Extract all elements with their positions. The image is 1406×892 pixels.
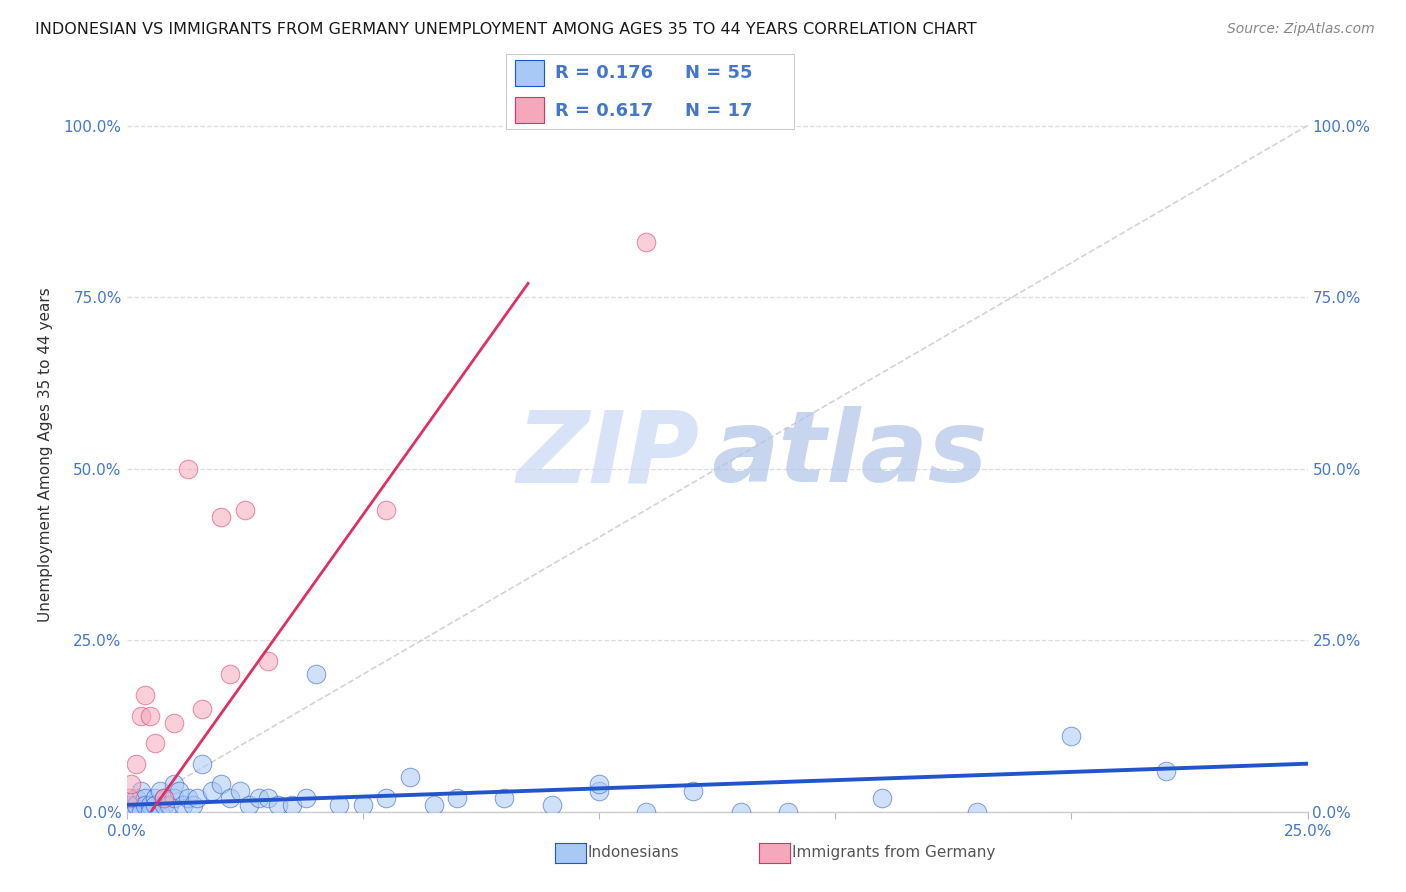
Point xyxy=(267,797,290,812)
Point xyxy=(636,805,658,819)
Point xyxy=(776,805,799,819)
Point xyxy=(120,777,142,791)
Point xyxy=(177,461,200,475)
Point xyxy=(177,791,200,805)
Point xyxy=(219,667,242,681)
Point xyxy=(153,791,176,805)
Point xyxy=(149,784,172,798)
Point xyxy=(120,805,142,819)
Point xyxy=(118,805,141,819)
Point xyxy=(966,805,988,819)
Point xyxy=(134,797,156,812)
Point xyxy=(1060,729,1083,743)
Point xyxy=(181,797,204,812)
Point xyxy=(129,708,152,723)
Point xyxy=(328,797,350,812)
Point xyxy=(139,708,162,723)
Point xyxy=(200,784,222,798)
Point xyxy=(540,797,562,812)
Text: R = 0.176: R = 0.176 xyxy=(555,64,654,82)
FancyBboxPatch shape xyxy=(515,60,544,87)
Point xyxy=(125,756,148,771)
Point xyxy=(139,797,162,812)
Y-axis label: Unemployment Among Ages 35 to 44 years: Unemployment Among Ages 35 to 44 years xyxy=(38,287,52,623)
Point xyxy=(636,235,658,250)
Point xyxy=(1154,764,1177,778)
Text: N = 17: N = 17 xyxy=(685,102,752,120)
Point xyxy=(153,797,176,812)
Point xyxy=(422,797,444,812)
Point xyxy=(134,688,156,702)
Point xyxy=(149,805,172,819)
Point xyxy=(588,784,610,798)
Point xyxy=(157,797,180,812)
Point xyxy=(588,777,610,791)
Text: INDONESIAN VS IMMIGRANTS FROM GERMANY UNEMPLOYMENT AMONG AGES 35 TO 44 YEARS COR: INDONESIAN VS IMMIGRANTS FROM GERMANY UN… xyxy=(35,22,977,37)
Point xyxy=(399,771,422,785)
Text: Immigrants from Germany: Immigrants from Germany xyxy=(792,846,995,860)
Point xyxy=(295,791,318,805)
Text: R = 0.617: R = 0.617 xyxy=(555,102,654,120)
Text: Indonesians: Indonesians xyxy=(588,846,679,860)
Point xyxy=(129,805,152,819)
Point xyxy=(153,791,176,805)
Point xyxy=(125,797,148,812)
Point xyxy=(219,791,242,805)
Text: Source: ZipAtlas.com: Source: ZipAtlas.com xyxy=(1227,22,1375,37)
Point xyxy=(143,736,166,750)
Point xyxy=(139,805,162,819)
Point xyxy=(257,654,280,668)
Point xyxy=(872,791,894,805)
Point xyxy=(209,777,232,791)
Point xyxy=(143,797,166,812)
Point xyxy=(229,784,252,798)
Point xyxy=(186,791,208,805)
Point xyxy=(304,667,326,681)
Point xyxy=(494,791,516,805)
Point xyxy=(682,784,704,798)
Text: N = 55: N = 55 xyxy=(685,64,752,82)
Point xyxy=(281,797,304,812)
Point xyxy=(163,777,186,791)
Point xyxy=(375,503,398,517)
Point xyxy=(257,791,280,805)
Point xyxy=(233,503,256,517)
Point xyxy=(163,791,186,805)
Point xyxy=(247,791,270,805)
Point xyxy=(167,784,190,798)
FancyBboxPatch shape xyxy=(515,96,544,123)
Point xyxy=(172,797,194,812)
Point xyxy=(129,784,152,798)
Point xyxy=(375,791,398,805)
Point xyxy=(134,791,156,805)
Point xyxy=(191,756,214,771)
Point xyxy=(143,791,166,805)
Point xyxy=(209,509,232,524)
Point xyxy=(446,791,468,805)
Point xyxy=(163,715,186,730)
Point xyxy=(120,797,142,812)
Point xyxy=(730,805,752,819)
Point xyxy=(191,702,214,716)
Text: ZIP: ZIP xyxy=(516,407,699,503)
Point xyxy=(118,791,141,805)
Point xyxy=(352,797,374,812)
Text: atlas: atlas xyxy=(711,407,987,503)
Point xyxy=(238,797,260,812)
Point xyxy=(125,791,148,805)
